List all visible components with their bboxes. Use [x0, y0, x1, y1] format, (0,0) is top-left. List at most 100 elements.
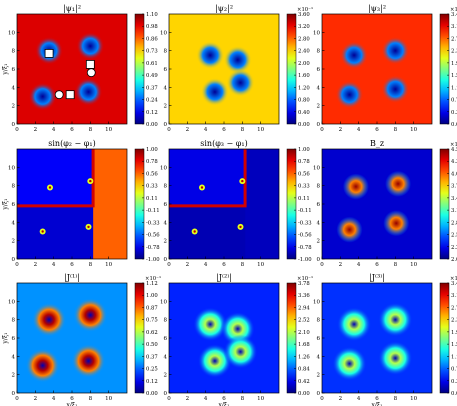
- y-axis-label: y/ξ₁: [2, 63, 9, 75]
- vortex-core-4: [74, 77, 103, 106]
- colorbar-tick-label: 0.61: [146, 61, 158, 67]
- colorbar-tick-label: 0.00: [146, 122, 158, 128]
- colorbar-tick-label: 0.77: [451, 367, 457, 373]
- x-tick-label: 6: [375, 396, 379, 402]
- colorbar-tick-label: -0.56: [146, 233, 160, 239]
- y-tick-label: 0: [164, 257, 168, 263]
- colorbar-multiplier: ×10⁻¹: [145, 276, 161, 282]
- y-tick-label: 8: [12, 184, 16, 190]
- y-tick-label: 6: [317, 336, 321, 342]
- y-tick-label: 6: [317, 67, 321, 73]
- square-marker-2: [85, 60, 95, 69]
- y-tick-label: 4: [12, 85, 16, 91]
- panel-title: |J⁽²⁾|: [216, 273, 232, 282]
- circle-marker-2: [86, 68, 96, 78]
- current-ring-1: [337, 307, 372, 342]
- colorbar-tick-label: -0.56: [298, 233, 312, 239]
- phase-domain-right: [245, 149, 279, 259]
- colorbar-tick-label: 1.16: [451, 354, 457, 360]
- y-tick-label: 8: [164, 184, 168, 190]
- x-tick-label: 8: [89, 396, 93, 402]
- x-tick-label: 2: [34, 127, 38, 133]
- x-tick-label: 4: [52, 262, 56, 268]
- colorbar-tick-label: -1.00: [146, 257, 160, 263]
- x-tick-label: 10: [105, 396, 112, 402]
- heatmap-area: [169, 14, 279, 124]
- colorbar-multiplier: ×10⁻¹: [297, 7, 313, 13]
- x-tick-label: 4: [357, 396, 361, 402]
- colorbar-tick-label: 1.93: [451, 330, 457, 336]
- colorbar-tick-label: 0.56: [146, 171, 158, 177]
- x-tick-label: 8: [394, 262, 398, 268]
- colorbar-tick-label: 1.60: [298, 73, 310, 79]
- colorbar-tick-label: 0.39: [451, 379, 457, 385]
- colorbar-tick-label: 4.59: [451, 147, 457, 153]
- colorbar-tick-label: 2.86: [451, 220, 457, 226]
- x-tick-label: 4: [357, 127, 361, 133]
- panel-3: 0 2 4 6 8 10 0 2 4 6 8 10 |ψ₃|² 0.00 0.39 0.78 1.16 1.55 1…: [313, 4, 457, 133]
- phase-vortex-core-3: [193, 230, 196, 233]
- phase-domain-left: [17, 149, 94, 206]
- panel-title: |J⁽³⁾|: [369, 273, 385, 282]
- phase-domain-right: [93, 149, 127, 259]
- x-axis-label: x/ξ₁: [371, 402, 382, 406]
- phase-domain-bottom: [169, 205, 246, 259]
- colorbar-multiplier: ×10⁻¹: [450, 7, 457, 13]
- current-ring-3: [25, 348, 60, 383]
- current-ring-2: [73, 298, 108, 333]
- x-tick-label: 2: [186, 396, 190, 402]
- colorbar-tick-label: 3.36: [298, 293, 310, 299]
- colorbar-tick-label: 1.16: [451, 85, 457, 91]
- current-ring-1: [193, 307, 228, 342]
- y-tick-label: 8: [164, 49, 168, 55]
- heatmap-area: [169, 283, 279, 393]
- colorbar-tick-label: 1.00: [146, 147, 158, 153]
- x-tick-label: 10: [410, 396, 417, 402]
- colorbar-tick-label: 2.40: [298, 49, 310, 55]
- x-tick-label: 0: [320, 127, 324, 133]
- colorbar: [286, 282, 297, 394]
- colorbar-tick-label: -0.78: [146, 245, 160, 251]
- colorbar-tick-label: 0.98: [146, 24, 158, 30]
- y-tick-label: 4: [164, 85, 168, 91]
- colorbar-tick-label: 1.10: [146, 12, 158, 18]
- y-tick-label: 4: [317, 85, 321, 91]
- colorbar-tick-label: 2.00: [298, 61, 310, 67]
- x-tick-label: 10: [105, 127, 112, 133]
- x-tick-label: 2: [339, 262, 343, 268]
- x-tick-label: 4: [52, 127, 56, 133]
- panel-title: |ψ₁|²: [63, 4, 81, 13]
- colorbar-tick-label: 0.33: [298, 184, 310, 190]
- colorbar: [134, 148, 145, 260]
- x-tick-label: 0: [167, 262, 171, 268]
- y-tick-label: 8: [317, 49, 321, 55]
- y-tick-label: 10: [8, 299, 15, 305]
- x-tick-label: 0: [167, 127, 171, 133]
- y-tick-label: 0: [12, 257, 16, 263]
- y-tick-label: 4: [164, 220, 168, 226]
- x-tick-label: 0: [320, 396, 324, 402]
- colorbar-tick-label: 2.32: [451, 318, 457, 324]
- x-tick-label: 2: [186, 262, 190, 268]
- colorbar-tick-label: 0.49: [146, 73, 158, 79]
- phase-wall: [17, 149, 95, 208]
- vortex-core-3: [335, 80, 364, 109]
- y-tick-label: 6: [164, 67, 168, 73]
- y-tick-label: 10: [313, 30, 320, 36]
- colorbar-tick-label: 1.12: [146, 281, 158, 287]
- colorbar-tick-label: 1.00: [146, 293, 158, 299]
- colorbar-tick-label: 0.80: [298, 98, 310, 104]
- y-tick-label: 10: [8, 30, 15, 36]
- y-tick-label: 8: [12, 49, 16, 55]
- colorbar-tick-label: 0.33: [146, 184, 158, 190]
- heatmap-background: [17, 14, 127, 124]
- field-peak-3: [336, 216, 363, 243]
- colorbar-tick-label: 0.62: [146, 330, 158, 336]
- phase-wall: [169, 149, 247, 208]
- phase-vortex-core-2: [241, 179, 244, 183]
- colorbar-tick-label: 3.44: [451, 196, 457, 202]
- phase-vortex-core-1: [200, 186, 204, 189]
- y-tick-label: 4: [317, 354, 321, 360]
- heatmap-background: [322, 149, 432, 259]
- y-axis-label: y/ξ₁: [2, 198, 9, 210]
